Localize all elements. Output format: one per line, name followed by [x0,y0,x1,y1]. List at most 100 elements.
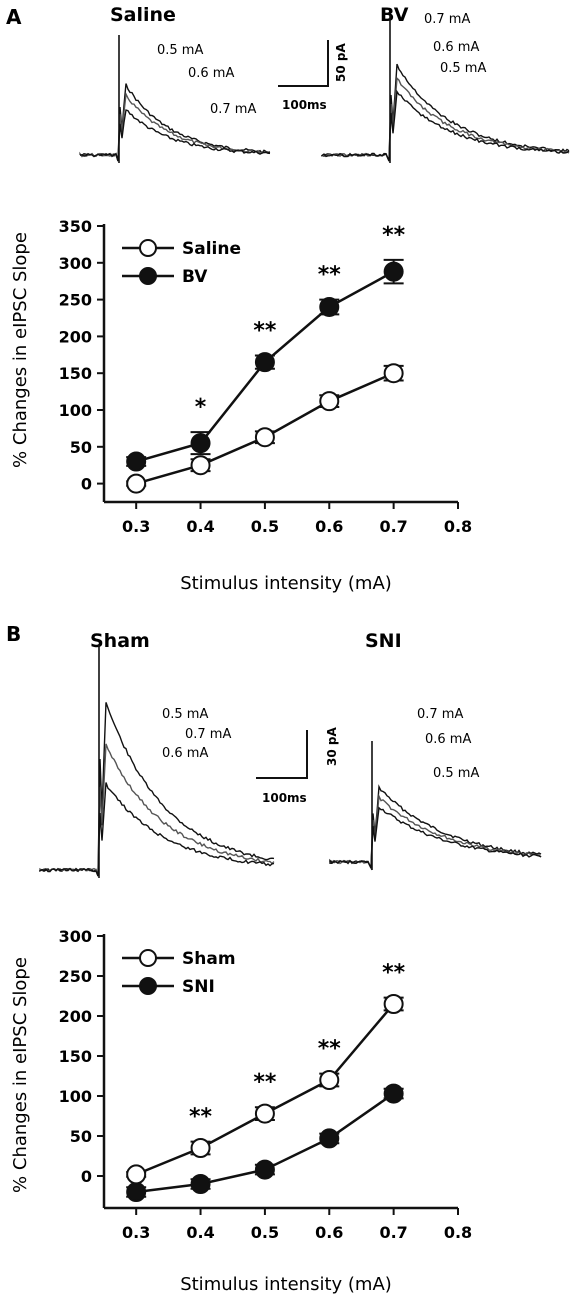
legend-marker-saline [139,239,157,257]
x-tick-label: 0.4 [186,517,214,536]
current-trace [321,89,570,162]
trace-label-sni: SNI [365,630,402,652]
y-tick-label: 50 [70,438,92,457]
data-point-sham [126,1164,147,1185]
bv-amp-label-3: 0.5 mA [440,61,486,76]
current-trace [329,793,542,871]
significance-marker: ** [382,961,406,986]
data-point-sni [383,1083,404,1104]
panel-label-b: B [6,622,21,646]
legend-label-sham: Sham [182,949,236,969]
legend-marker-sni [139,977,157,995]
current-trace [79,109,271,162]
data-point-sham [319,1070,340,1090]
chart-b-series: ** ** ** ** Sham SNI [122,949,406,1202]
saline-amp-label-1: 0.5 mA [157,43,203,58]
significance-marker: ** [382,223,406,248]
panel-label-a: A [6,5,22,29]
y-tick-label: 300 [59,927,92,946]
traces-sham [39,645,275,878]
scale-bar-a-y-label: 50 pA [334,43,348,82]
y-tick-label: 200 [59,1007,92,1026]
data-point-bv [190,433,211,454]
data-point-bv [383,261,404,282]
x-tick-label: 0.3 [122,1223,150,1242]
chart-a-y-axis-title: % Changes in eIPSC Slope [10,232,31,468]
data-point-saline [254,427,275,448]
x-tick-label: 0.8 [444,517,472,536]
y-tick-label: 0 [81,475,92,494]
current-trace [329,784,542,869]
sham-amp-label-3: 0.7 mA [185,727,231,742]
data-point-sham [190,1138,211,1158]
chart-b-x-axis-title: Stimulus intensity (mA) [180,1274,392,1295]
data-point-sham [254,1103,275,1124]
saline-amp-label-3: 0.7 mA [210,102,256,117]
current-trace [79,83,271,162]
traces-saline [79,35,271,163]
chart-a-axes: 0 50 100 150 200 250 300 350 0.3 0.4 0.5 0.6 0.7 0.8 [59,217,473,536]
x-tick-label: 0.5 [251,1223,279,1242]
y-tick-label: 100 [59,401,92,420]
scale-bar-a-x-label: 100ms [282,98,327,112]
data-point-bv [319,296,340,317]
x-tick-label: 0.8 [444,1223,472,1242]
significance-marker: ** [318,263,342,288]
legend-marker-bv [139,267,157,285]
current-trace [39,782,275,877]
data-point-sni [319,1128,340,1149]
significance-marker: ** [253,1070,277,1095]
x-tick-label: 0.7 [379,1223,407,1242]
data-point-saline [383,363,404,384]
y-tick-label: 0 [81,1167,92,1186]
traces-bv [321,15,570,163]
data-point-sni [254,1159,275,1180]
significance-marker: ** [189,1105,213,1130]
y-tick-label: 300 [59,254,92,273]
current-trace [39,702,275,877]
y-tick-label: 250 [59,291,92,310]
data-point-sni [126,1182,147,1202]
trace-label-saline: Saline [110,4,176,26]
scale-bar-b: 30 pA 100ms [256,727,339,805]
x-tick-label: 0.5 [251,517,279,536]
data-point-bv [254,352,275,373]
legend-label-saline: Saline [182,239,241,259]
data-point-saline [319,391,340,412]
bv-amp-label-1: 0.7 mA [424,12,470,27]
x-tick-label: 0.4 [186,1223,214,1242]
sham-amp-label-2: 0.6 mA [162,746,208,761]
y-tick-label: 200 [59,327,92,346]
x-tick-label: 0.3 [122,517,150,536]
current-trace [79,91,271,162]
sham-amp-label-1: 0.5 mA [162,707,208,722]
data-point-sham [383,994,404,1014]
y-tick-label: 250 [59,967,92,986]
chart-a-x-axis-title: Stimulus intensity (mA) [180,573,392,594]
y-tick-label: 150 [59,364,92,383]
saline-amp-label-2: 0.6 mA [188,66,234,81]
y-tick-label: 150 [59,1047,92,1066]
y-tick-label: 350 [59,217,92,236]
significance-marker: * [195,395,207,420]
trace-label-bv: BV [380,4,409,26]
data-point-bv [126,451,147,472]
legend-label-bv: BV [182,267,208,287]
current-trace [329,806,542,869]
x-tick-label: 0.7 [379,517,407,536]
trace-label-sham: Sham [90,630,150,652]
data-point-sni [190,1174,211,1194]
scale-bar-b-y-label: 30 pA [325,727,339,766]
data-point-saline [126,473,147,494]
data-point-saline [190,455,211,476]
x-tick-label: 0.6 [315,517,343,536]
significance-marker: ** [253,319,277,344]
sni-amp-label-3: 0.5 mA [433,766,479,781]
legend-label-sni: SNI [182,977,215,997]
traces-sni [329,741,542,871]
current-trace [39,743,275,877]
significance-marker: ** [318,1037,342,1062]
